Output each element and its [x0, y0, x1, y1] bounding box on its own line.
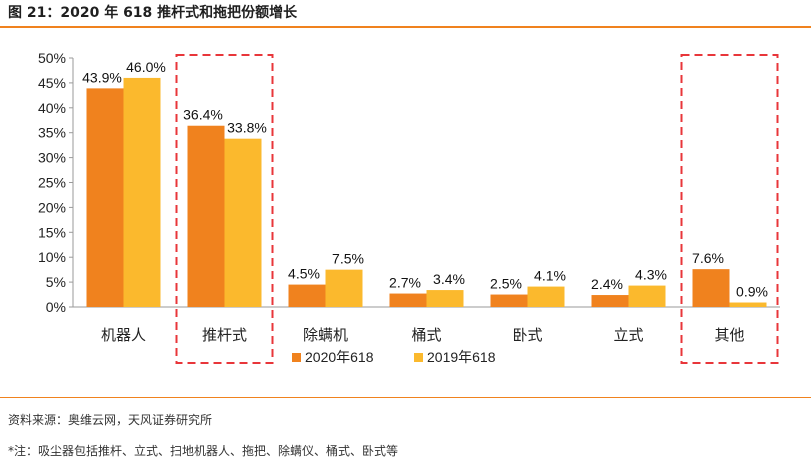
source-text: 资料来源：奥维云网，天风证券研究所 — [8, 413, 213, 427]
bar — [490, 294, 528, 307]
category-label: 除螨机 — [303, 327, 348, 344]
y-tick-label: 20% — [38, 199, 66, 215]
data-label: 2.5% — [490, 276, 522, 292]
y-tick-label: 0% — [46, 299, 66, 315]
data-label: 36.4% — [183, 107, 223, 123]
note-text: *注：吸尘器包括推杆、立式、扫地机器人、拖把、除螨仪、桶式、卧式等 — [8, 444, 399, 458]
legend-swatch — [292, 353, 301, 362]
bar — [86, 88, 124, 308]
data-label: 46.0% — [126, 59, 166, 75]
data-label: 43.9% — [82, 69, 122, 85]
bottom-rule — [0, 397, 811, 398]
category-label: 桶式 — [411, 327, 441, 344]
bar — [325, 269, 363, 307]
bar-chart: 0% 5% 10% 15% 20% 25% 30% 35% 40% 45% 50% 43.9%46.0… — [38, 50, 780, 365]
data-label: 7.5% — [332, 251, 364, 267]
highlight-box — [175, 54, 274, 364]
category-label: 机器人 — [101, 327, 146, 344]
bar — [123, 77, 161, 307]
category-label: 立式 — [613, 327, 643, 344]
y-tick-label: 30% — [38, 150, 66, 166]
data-label: 4.1% — [534, 268, 566, 284]
data-label: 3.4% — [433, 271, 465, 287]
data-label: 2.4% — [591, 276, 623, 292]
data-label: 0.9% — [736, 284, 768, 300]
bar — [729, 302, 767, 307]
data-label: 4.5% — [288, 266, 320, 282]
data-label: 33.8% — [227, 120, 267, 136]
highlight-box — [680, 54, 779, 364]
y-tick-label: 15% — [38, 224, 66, 240]
category-label: 推杆式 — [202, 327, 247, 344]
y-tick-label: 35% — [38, 125, 66, 141]
y-tick-label: 45% — [38, 75, 66, 91]
bar — [224, 138, 262, 307]
category-label: 其他 — [714, 327, 744, 344]
data-label: 7.6% — [692, 250, 724, 266]
y-tick-label: 50% — [38, 50, 66, 66]
y-tick-label: 40% — [38, 100, 66, 116]
bar — [389, 293, 427, 307]
bar — [288, 284, 326, 307]
y-tick-label: 5% — [46, 274, 66, 290]
category-label: 卧式 — [512, 327, 542, 344]
bar — [591, 295, 629, 307]
legend-swatch — [414, 353, 423, 362]
bar — [187, 125, 225, 307]
y-tick-label: 25% — [38, 175, 66, 191]
bar — [692, 269, 730, 307]
data-label: 4.3% — [635, 267, 667, 283]
top-rule — [0, 26, 811, 28]
y-tick-label: 10% — [38, 249, 66, 265]
legend-label: 2020年618 — [305, 349, 374, 365]
data-label: 2.7% — [389, 275, 421, 291]
bar — [628, 285, 666, 307]
bar — [426, 290, 464, 307]
figure-title: 图 21：2020 年 618 推杆式和拖把份额增长 — [8, 5, 298, 21]
bar — [527, 286, 565, 307]
legend-label: 2019年618 — [427, 349, 496, 365]
